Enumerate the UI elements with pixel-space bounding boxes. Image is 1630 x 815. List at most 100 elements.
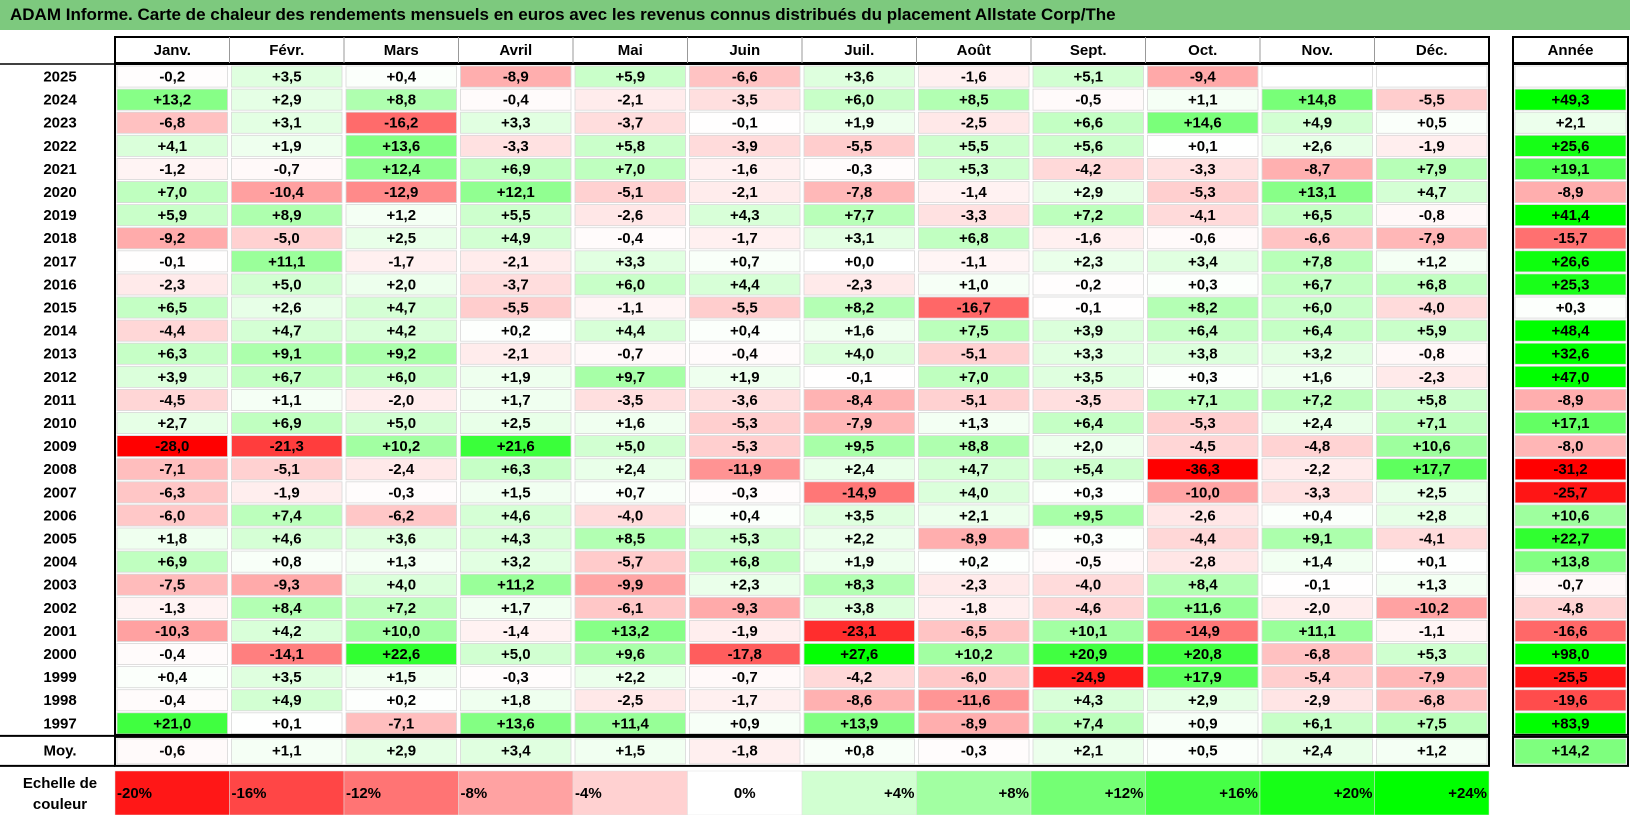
cell-value: +0,5 [1417, 115, 1447, 132]
heatmap-cell [574, 689, 686, 712]
heatmap-cell [1147, 134, 1259, 157]
cell-value: +6,0 [1302, 300, 1332, 317]
heatmap-cell [460, 481, 572, 504]
heatmap-cell [1261, 319, 1373, 342]
heatmap-cell [1261, 458, 1373, 481]
cell-value: -1,7 [388, 253, 414, 270]
heatmap-cell [689, 296, 801, 319]
heatmap-cell [918, 596, 1030, 619]
legend-swatch [343, 770, 459, 815]
cell-value: +3,2 [1302, 346, 1332, 363]
cell-value: -1,7 [732, 230, 758, 247]
cell-value: -6,2 [388, 507, 414, 524]
cell-value: -2,0 [388, 392, 414, 409]
cell-value: +4,7 [959, 461, 989, 478]
annual-value: +83,9 [1552, 715, 1590, 732]
heatmap-cell [1261, 88, 1373, 111]
cell-value: -7,9 [1419, 669, 1445, 686]
cell-value: -10,0 [1186, 484, 1220, 501]
cell-value: -1,4 [503, 623, 530, 640]
cell-value: -0,3 [388, 484, 414, 501]
heatmap-cell [689, 481, 801, 504]
annual-cell [1514, 134, 1627, 157]
cell-value: -2,6 [1190, 507, 1216, 524]
heatmap-cell [1032, 412, 1144, 435]
cell-value: +6,8 [959, 230, 989, 247]
annual-cell [1514, 712, 1627, 735]
cell-value: +1,8 [157, 531, 187, 548]
annual-value: +47,0 [1552, 369, 1590, 386]
heatmap-cell [231, 65, 343, 88]
cell-value: +5,6 [1073, 138, 1103, 155]
cell-value: +0,7 [730, 253, 760, 270]
cell-value: -2,3 [159, 276, 185, 293]
cell-value: +6,3 [501, 461, 531, 478]
heatmap-cell [803, 458, 915, 481]
heatmap-cell [1376, 412, 1488, 435]
cell-value: +6,0 [844, 92, 874, 109]
cell-value: -2,9 [1304, 692, 1330, 709]
cell-value: +0,8 [272, 554, 302, 571]
cell-value: +6,0 [615, 276, 645, 293]
cell-value: -1,7 [732, 692, 758, 709]
cell-value: +8,2 [844, 300, 874, 317]
heatmap-cell [345, 111, 457, 134]
year-label: 2011 [44, 392, 77, 409]
cell-value: +0,9 [1188, 715, 1218, 732]
cell-value: +10,6 [1413, 438, 1451, 455]
column-header-12: Déc. [1416, 42, 1448, 59]
cell-value: -6,8 [159, 115, 185, 132]
cell-value: +7,5 [1417, 715, 1447, 732]
heatmap-cell [116, 157, 228, 180]
year-label: 2019 [43, 207, 76, 224]
heatmap-cell [1032, 666, 1144, 689]
cell-value: +2,4 [615, 461, 645, 478]
cell-value: +2,2 [615, 669, 645, 686]
cell-value: +14,6 [1184, 115, 1222, 132]
annual-value: +32,6 [1552, 346, 1590, 363]
heatmap-cell [116, 65, 228, 88]
annual-cell [1514, 573, 1627, 596]
heatmap-cell [1147, 458, 1259, 481]
annual-border [1512, 63, 1629, 736]
cell-value: -0,1 [732, 115, 758, 132]
cell-value: +1,2 [386, 207, 416, 224]
cell-value: +2,0 [386, 276, 416, 293]
cell-value: +3,5 [1073, 369, 1103, 386]
cell-value: +9,5 [844, 438, 874, 455]
average-value: -0,6 [159, 742, 185, 759]
average-cell [231, 738, 343, 765]
cell-value: +4,0 [386, 577, 416, 594]
heatmap-cell [1032, 65, 1144, 88]
cell-value: +21,6 [497, 438, 535, 455]
cell-value: +2,5 [386, 230, 416, 247]
heatmap-cell [803, 134, 915, 157]
cell-value: -2,4 [388, 461, 415, 478]
cell-value: -4,1 [1190, 207, 1216, 224]
average-cell [803, 738, 915, 765]
heatmap-cell [116, 365, 228, 388]
cell-value: +0,2 [501, 323, 531, 340]
cell-value: +4,3 [1073, 692, 1103, 709]
heatmap-cell [574, 111, 686, 134]
heatmap-cell [1147, 596, 1259, 619]
cell-value: +4,2 [386, 323, 416, 340]
annual-cell [1514, 227, 1627, 250]
legend-stop-label: +24% [1448, 785, 1487, 802]
cell-value: +1,3 [1417, 577, 1447, 594]
heatmap-cell [116, 250, 228, 273]
cell-value: +0,7 [615, 484, 645, 501]
heatmap-cell [460, 388, 572, 411]
cell-value: +14,8 [1298, 92, 1336, 109]
average-annual-cell [1514, 738, 1627, 765]
year-label: 2004 [43, 554, 77, 571]
heatmap-cell [116, 573, 228, 596]
cell-value: +3,9 [1073, 323, 1103, 340]
heatmap-cell [231, 481, 343, 504]
cell-value: -0,2 [159, 69, 185, 86]
heatmap-cell [918, 573, 1030, 596]
cell-value: -5,5 [732, 300, 758, 317]
cell-value: -2,5 [617, 692, 643, 709]
average-value: +2,9 [386, 742, 416, 759]
cell-value: -2,5 [961, 115, 987, 132]
